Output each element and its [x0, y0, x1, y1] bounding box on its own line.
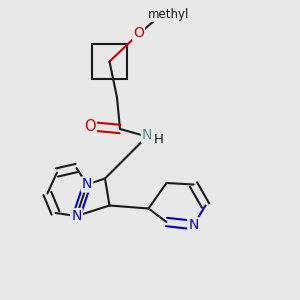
Text: N: N — [142, 128, 152, 142]
Text: H: H — [154, 133, 163, 146]
Text: N: N — [188, 218, 199, 232]
Text: O: O — [133, 26, 144, 40]
Text: N: N — [82, 178, 92, 191]
Text: N: N — [71, 209, 82, 223]
Text: methyl: methyl — [148, 8, 190, 21]
Text: O: O — [84, 119, 96, 134]
